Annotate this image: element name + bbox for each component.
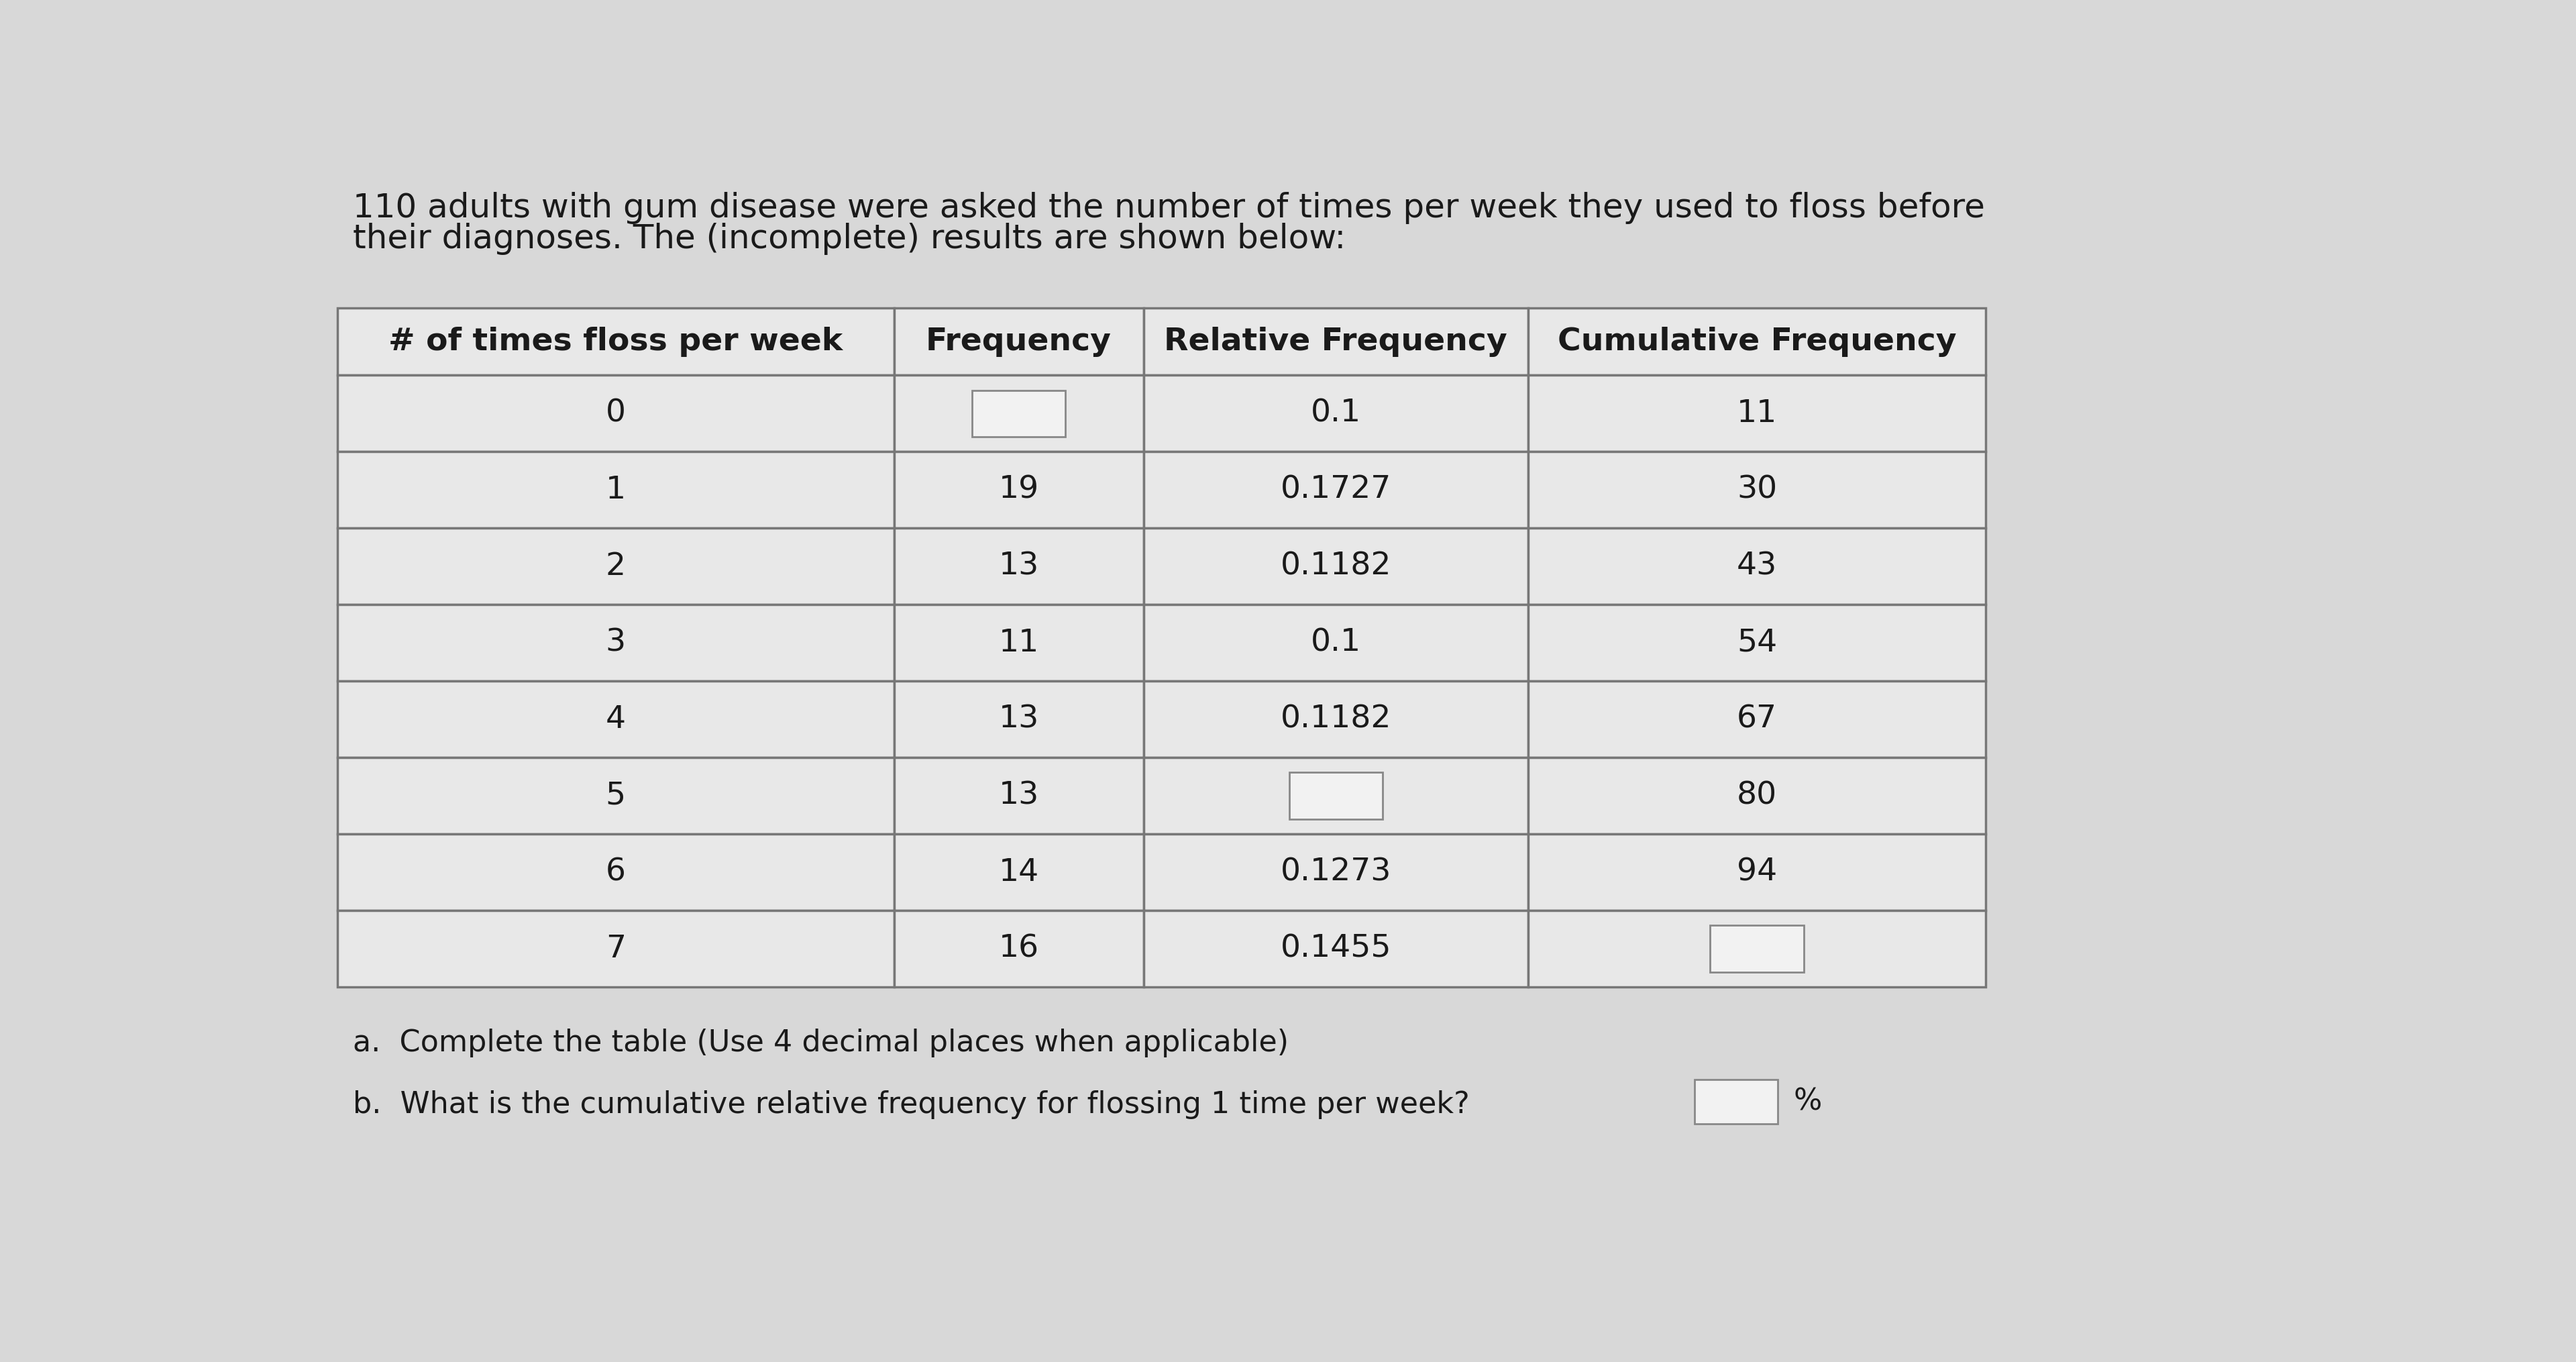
Text: 11: 11 bbox=[1736, 399, 1777, 429]
Text: 43: 43 bbox=[1736, 552, 1777, 582]
Bar bbox=[894, 757, 1144, 834]
Bar bbox=[1144, 308, 1528, 376]
Bar bbox=[337, 910, 894, 987]
Bar bbox=[894, 528, 1144, 605]
Text: 19: 19 bbox=[999, 475, 1038, 505]
Bar bbox=[894, 834, 1144, 910]
Text: 7: 7 bbox=[605, 933, 626, 964]
Bar bbox=[1528, 376, 1986, 452]
Text: 54: 54 bbox=[1736, 628, 1777, 658]
Bar bbox=[894, 452, 1144, 528]
Bar bbox=[1528, 757, 1986, 834]
Bar bbox=[1144, 452, 1528, 528]
Bar bbox=[1710, 925, 1803, 972]
Bar bbox=[1144, 757, 1528, 834]
Text: 14: 14 bbox=[999, 857, 1038, 887]
Bar bbox=[1695, 1080, 1777, 1124]
Text: Relative Frequency: Relative Frequency bbox=[1164, 327, 1507, 357]
Text: 6: 6 bbox=[605, 857, 626, 887]
Bar bbox=[1144, 681, 1528, 757]
Text: 16: 16 bbox=[999, 933, 1038, 964]
Text: 3: 3 bbox=[605, 628, 626, 658]
Text: 80: 80 bbox=[1736, 780, 1777, 810]
Bar bbox=[1528, 834, 1986, 910]
Text: b.  What is the cumulative relative frequency for flossing 1 time per week?: b. What is the cumulative relative frequ… bbox=[353, 1090, 1471, 1120]
Bar bbox=[337, 376, 894, 452]
Text: 94: 94 bbox=[1736, 857, 1777, 887]
Text: 13: 13 bbox=[999, 704, 1038, 734]
Text: Frequency: Frequency bbox=[925, 327, 1110, 357]
Text: 0.1182: 0.1182 bbox=[1280, 704, 1391, 734]
Text: 0: 0 bbox=[605, 399, 626, 429]
Bar bbox=[337, 308, 894, 376]
Text: 0.1455: 0.1455 bbox=[1280, 933, 1391, 964]
Text: 0.1182: 0.1182 bbox=[1280, 552, 1391, 582]
Text: 0.1727: 0.1727 bbox=[1280, 475, 1391, 505]
Bar bbox=[1528, 681, 1986, 757]
Text: 11: 11 bbox=[999, 628, 1038, 658]
Bar bbox=[337, 528, 894, 605]
Bar bbox=[1144, 834, 1528, 910]
Bar bbox=[1288, 772, 1383, 819]
Text: 4: 4 bbox=[605, 704, 626, 734]
Text: %: % bbox=[1793, 1087, 1821, 1115]
Bar bbox=[894, 605, 1144, 681]
Bar bbox=[894, 910, 1144, 987]
Bar bbox=[1144, 605, 1528, 681]
Text: 13: 13 bbox=[999, 780, 1038, 810]
Bar bbox=[1528, 528, 1986, 605]
Bar bbox=[1144, 910, 1528, 987]
Text: 30: 30 bbox=[1736, 475, 1777, 505]
Bar bbox=[337, 605, 894, 681]
Bar bbox=[337, 834, 894, 910]
Text: a.  Complete the table (Use 4 decimal places when applicable): a. Complete the table (Use 4 decimal pla… bbox=[353, 1028, 1288, 1057]
Bar bbox=[1528, 452, 1986, 528]
Text: 0.1: 0.1 bbox=[1311, 628, 1360, 658]
Bar bbox=[1528, 308, 1986, 376]
Text: 1: 1 bbox=[605, 475, 626, 505]
Bar bbox=[894, 308, 1144, 376]
Bar bbox=[1528, 605, 1986, 681]
Bar bbox=[337, 757, 894, 834]
Bar bbox=[1144, 376, 1528, 452]
Text: # of times floss per week: # of times floss per week bbox=[389, 327, 842, 357]
Text: 0.1: 0.1 bbox=[1311, 399, 1360, 429]
Text: 0.1273: 0.1273 bbox=[1280, 857, 1391, 887]
Bar bbox=[894, 376, 1144, 452]
Bar bbox=[337, 681, 894, 757]
Text: their diagnoses. The (incomplete) results are shown below:: their diagnoses. The (incomplete) result… bbox=[353, 223, 1347, 255]
Bar bbox=[971, 391, 1066, 437]
Text: 110 adults with gum disease were asked the number of times per week they used to: 110 adults with gum disease were asked t… bbox=[353, 192, 1986, 225]
Bar bbox=[1144, 528, 1528, 605]
Text: 67: 67 bbox=[1736, 704, 1777, 734]
Bar bbox=[894, 681, 1144, 757]
Text: 5: 5 bbox=[605, 780, 626, 810]
Text: 2: 2 bbox=[605, 552, 626, 582]
Bar bbox=[1528, 910, 1986, 987]
Bar bbox=[337, 452, 894, 528]
Text: 13: 13 bbox=[999, 552, 1038, 582]
Text: Cumulative Frequency: Cumulative Frequency bbox=[1558, 327, 1955, 357]
